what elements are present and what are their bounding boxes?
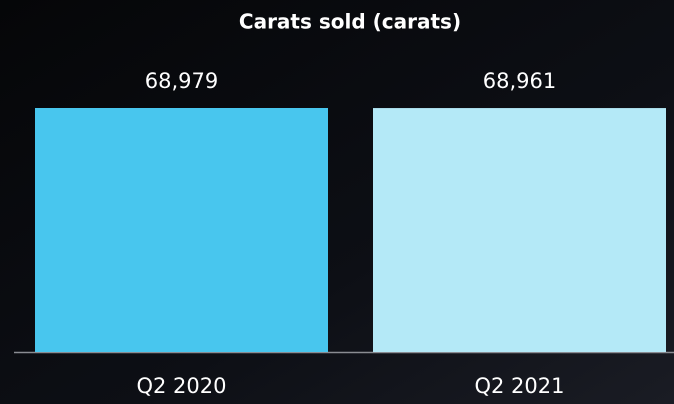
bar <box>35 108 328 352</box>
bar <box>373 108 666 352</box>
chart-title: Carats sold (carats) <box>239 10 461 34</box>
value-label: 68,979 <box>145 69 218 93</box>
x-tick-label: Q2 2021 <box>474 374 564 398</box>
x-tick-label: Q2 2020 <box>136 374 226 398</box>
value-label: 68,961 <box>483 69 556 93</box>
